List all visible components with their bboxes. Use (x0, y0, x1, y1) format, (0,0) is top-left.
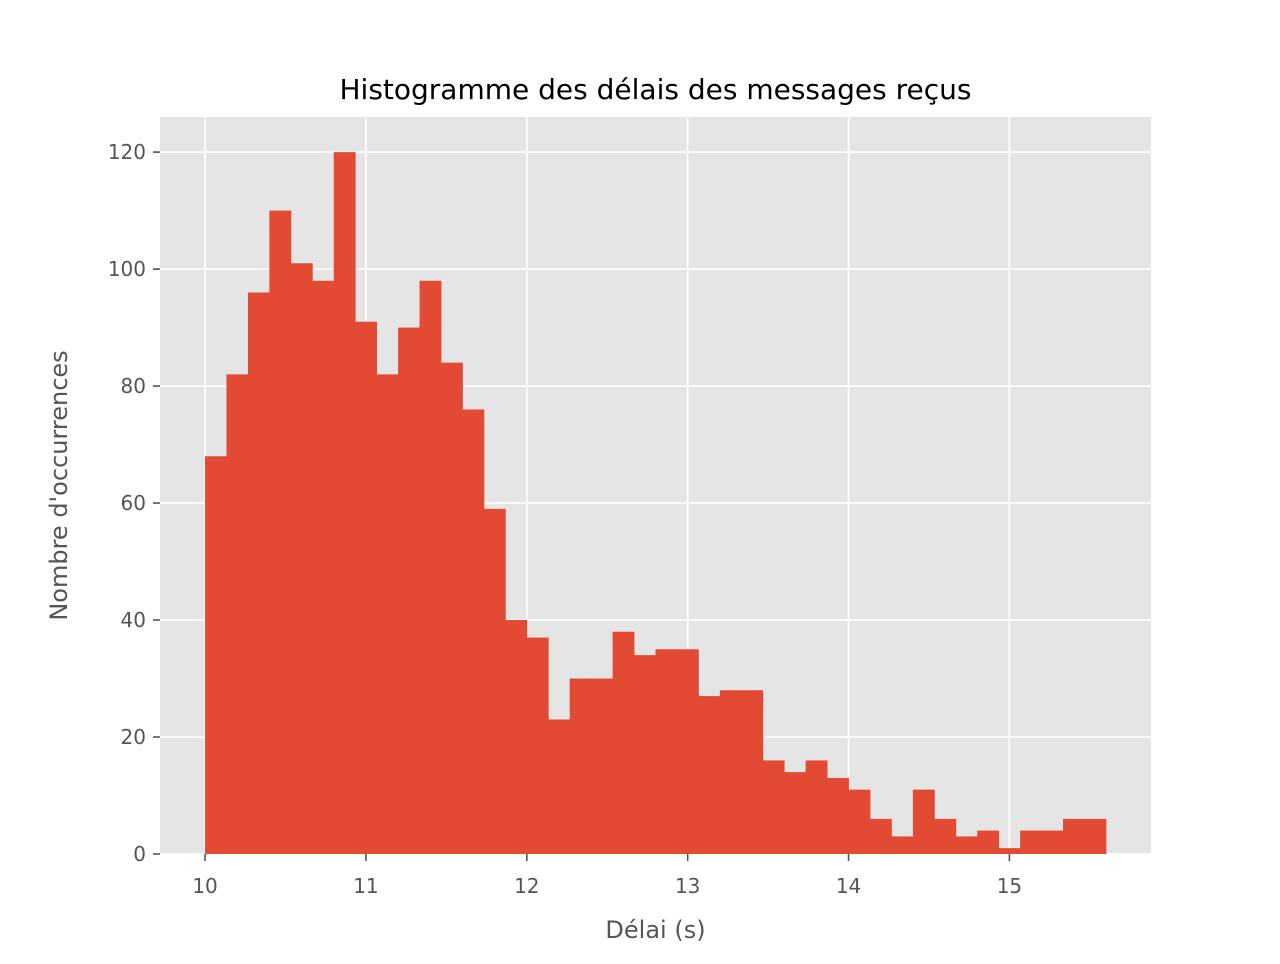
y-tick-label: 80 (121, 374, 146, 398)
x-tick-label: 11 (353, 874, 378, 898)
y-tick-label: 60 (121, 491, 146, 515)
histogram-bar (591, 678, 613, 854)
histogram-bar (891, 836, 914, 854)
histogram-bar (376, 374, 399, 854)
histogram-bar (848, 789, 871, 854)
histogram-bar (955, 836, 978, 854)
y-tick-label: 120 (108, 140, 146, 164)
histogram-bar (505, 620, 528, 854)
y-tick-label: 20 (121, 725, 146, 749)
histogram-bar (805, 760, 828, 854)
histogram-bar (526, 637, 549, 854)
y-tick-label: 100 (108, 257, 146, 281)
histogram-bar (741, 690, 764, 854)
histogram-bar (870, 818, 892, 854)
histogram-bar (676, 649, 699, 854)
x-tick-label: 15 (997, 874, 1022, 898)
x-axis-ticks: 10 11 12 13 14 15 (192, 854, 1022, 898)
histogram-bar (655, 649, 678, 854)
y-tick-label: 0 (133, 842, 146, 866)
histogram-bar (290, 263, 313, 854)
histogram-bar (333, 152, 356, 855)
chart-title: Histogramme des délais des messages reçu… (339, 73, 971, 106)
x-tick-label: 10 (192, 874, 217, 898)
histogram-bar (569, 678, 592, 854)
histogram-bar (784, 772, 807, 854)
histogram-bar (827, 777, 849, 854)
histogram-bar (419, 280, 442, 854)
y-axis-label: Nombre d'occurrences (45, 350, 73, 620)
y-tick-label: 40 (121, 608, 146, 632)
histogram-bar (398, 327, 420, 855)
histogram-bar (1041, 830, 1064, 854)
histogram-bar (977, 830, 1000, 854)
y-axis-ticks: 0 20 40 60 80 100 120 (108, 140, 160, 866)
histogram-bar (612, 631, 635, 854)
histogram-bar (548, 719, 571, 854)
histogram-bar (269, 210, 292, 855)
histogram-bar (247, 292, 270, 854)
x-tick-label: 14 (836, 874, 861, 898)
histogram-bar (634, 655, 656, 854)
x-tick-label: 13 (675, 874, 700, 898)
x-tick-label: 12 (514, 874, 539, 898)
histogram-bar (1063, 818, 1085, 854)
histogram-bar (440, 362, 463, 854)
histogram-bar (1084, 818, 1107, 854)
histogram-bar (934, 818, 957, 854)
histogram-bar (1020, 830, 1043, 854)
histogram-bars (205, 152, 1107, 855)
histogram-bar (312, 280, 335, 854)
histogram-bar (483, 508, 506, 854)
histogram-bar (762, 760, 785, 854)
histogram-bar (205, 456, 227, 854)
x-axis-label: Délai (s) (605, 916, 705, 944)
histogram-bar (912, 789, 935, 854)
histogram-bar (355, 321, 378, 854)
histogram-bar (226, 374, 249, 854)
histogram-bar (462, 409, 485, 854)
histogram-bar (698, 696, 721, 854)
histogram-bar (719, 690, 742, 854)
histogram-bar (998, 848, 1021, 854)
